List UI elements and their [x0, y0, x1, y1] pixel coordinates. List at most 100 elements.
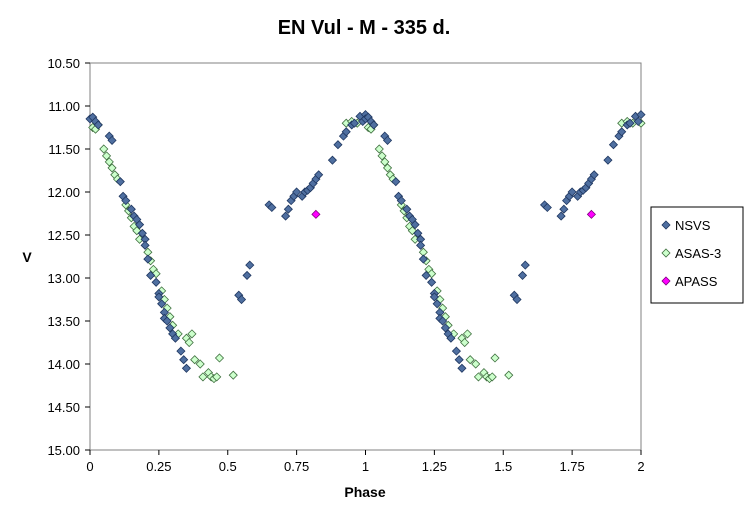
data-point [135, 220, 145, 230]
data-point [228, 370, 238, 380]
data-point [190, 355, 200, 365]
legend-label: NSVS [675, 218, 711, 233]
y-axis-label: V [22, 249, 32, 265]
series-asas-3 [88, 116, 646, 384]
data-point [608, 140, 619, 150]
x-tick-label: 0 [86, 459, 93, 474]
data-point [440, 323, 450, 333]
data-point [380, 157, 390, 167]
data-point [617, 127, 627, 137]
data-point [391, 177, 401, 187]
data-point [457, 363, 467, 373]
data-point [327, 155, 338, 165]
data-point [633, 116, 643, 127]
legend-marker [661, 276, 671, 286]
data-point [504, 370, 514, 380]
y-tick-label: 15.00 [47, 443, 80, 458]
data-point [636, 110, 646, 120]
legend: NSVS ASAS-3 APASS [650, 206, 744, 304]
data-point [418, 254, 428, 264]
data-point [446, 333, 456, 343]
data-point [212, 372, 222, 382]
data-point [512, 294, 522, 305]
y-tick-label: 13.50 [47, 314, 80, 329]
x-tick-label: 1 [362, 459, 369, 474]
data-point [104, 157, 114, 167]
data-point [421, 270, 431, 280]
data-point [99, 144, 109, 154]
data-point [214, 353, 225, 363]
data-point [93, 120, 103, 130]
data-point [490, 353, 500, 363]
data-point [107, 163, 117, 173]
data-point [184, 337, 194, 348]
data-point [181, 363, 191, 373]
data-point [382, 135, 393, 145]
data-point [487, 372, 497, 382]
data-point [333, 140, 343, 150]
data-point [625, 118, 635, 128]
x-tick-label: 1.25 [422, 459, 447, 474]
data-points [85, 110, 646, 384]
data-point [438, 316, 448, 326]
data-point [473, 372, 484, 382]
data-point [283, 204, 293, 214]
y-tick-label: 10.50 [47, 56, 80, 71]
data-point [586, 209, 596, 219]
x-tick-label: 0.25 [146, 459, 171, 474]
data-point [589, 170, 599, 180]
data-point [454, 355, 464, 365]
data-point [101, 151, 112, 161]
data-point [432, 299, 442, 309]
data-point [179, 355, 189, 365]
data-point [471, 359, 481, 369]
y-tick-label: 12.00 [47, 185, 80, 200]
x-tick-label: 0.75 [284, 459, 309, 474]
data-point [140, 240, 150, 250]
data-point [107, 135, 117, 145]
series-apass [311, 209, 596, 219]
x-axis: 0 0.25 0.5 0.75 1 1.25 1.5 1.75 2 [86, 450, 645, 474]
chart-title: EN Vul - M - 335 d. [278, 17, 451, 39]
data-point [195, 359, 205, 369]
data-point [377, 151, 387, 161]
data-point [236, 294, 247, 305]
series-nsvs [85, 110, 646, 373]
data-point [115, 177, 125, 187]
y-tick-label: 11.00 [48, 99, 80, 114]
data-point [460, 337, 470, 348]
data-point [187, 329, 197, 339]
data-point [465, 355, 475, 365]
data-point [556, 211, 566, 221]
data-point [198, 372, 208, 382]
y-tick-label: 11.50 [48, 142, 80, 157]
data-point [396, 196, 406, 206]
y-tick-label: 14.50 [47, 400, 80, 415]
data-point [146, 270, 156, 280]
data-point [451, 346, 461, 356]
data-point [170, 333, 180, 343]
y-tick-label: 14.00 [47, 357, 80, 372]
data-point [176, 346, 186, 356]
data-point [520, 260, 530, 270]
data-point [413, 228, 423, 238]
data-point [349, 118, 360, 128]
data-point [517, 270, 528, 280]
x-tick-label: 1.5 [494, 459, 512, 474]
legend-label: ASAS-3 [675, 246, 721, 261]
legend-label: APASS [675, 274, 718, 289]
data-point [162, 316, 172, 326]
data-point [126, 204, 136, 214]
data-point [402, 204, 412, 214]
data-point [341, 127, 351, 137]
data-point [157, 299, 167, 309]
data-point [369, 120, 379, 130]
data-point [559, 204, 569, 214]
data-point [165, 323, 175, 333]
data-point [314, 170, 324, 180]
data-point [281, 211, 291, 221]
data-point [154, 292, 164, 302]
data-point [410, 220, 420, 230]
data-point [429, 292, 439, 302]
data-point [416, 240, 426, 250]
